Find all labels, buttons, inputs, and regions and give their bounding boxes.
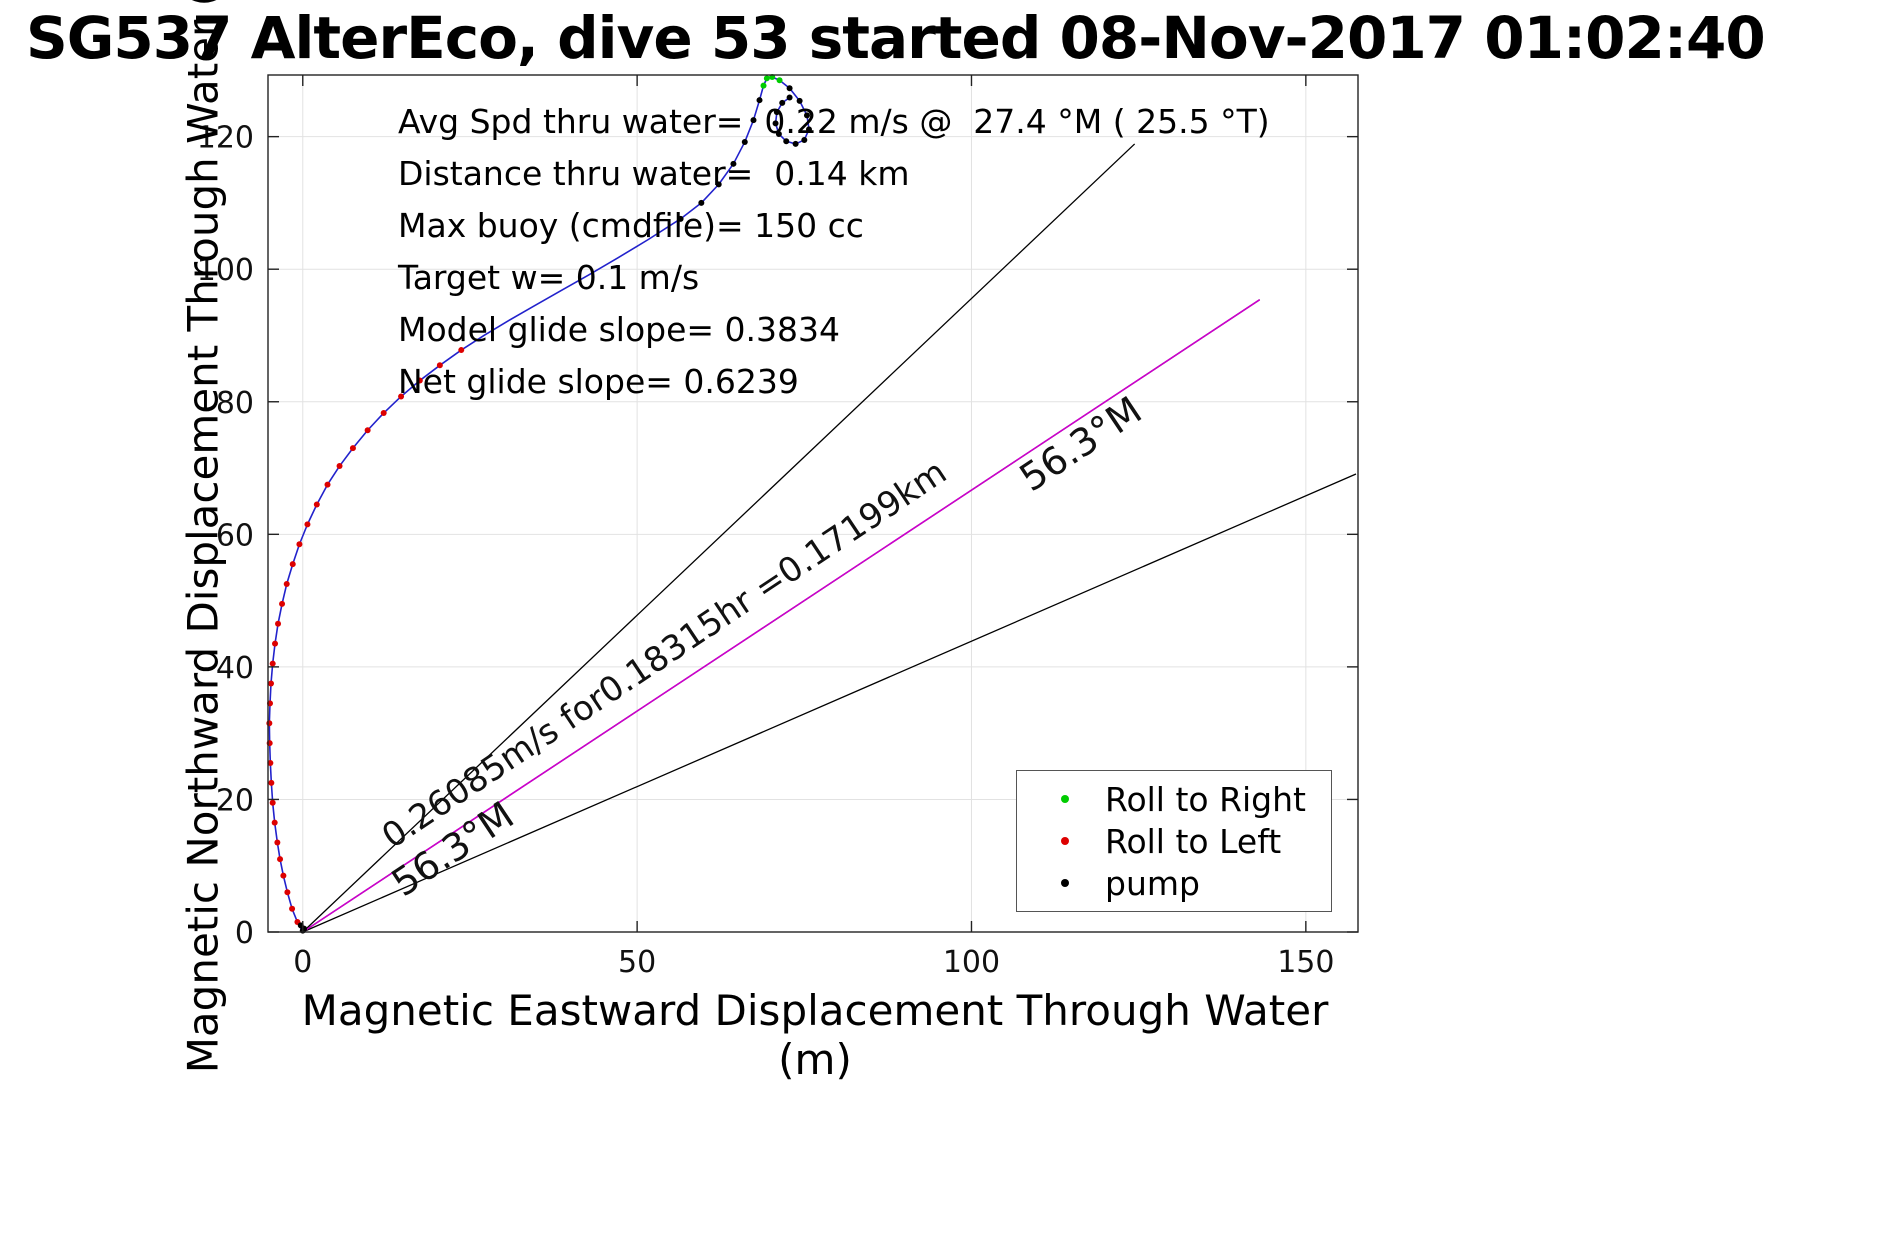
pump-marker	[805, 126, 812, 133]
pump-marker	[801, 136, 808, 143]
roll_right-marker	[763, 75, 770, 82]
legend-label: pump	[1105, 863, 1200, 903]
x-axis-label: Magnetic Eastward Displacement Through W…	[301, 986, 1329, 1084]
roll_left-marker	[267, 759, 274, 766]
pump-marker	[775, 130, 782, 137]
bearing-plus-10-ray	[302, 473, 1357, 933]
roll_left-marker	[274, 839, 281, 846]
roll_left-marker	[313, 501, 320, 508]
pump-marker	[796, 97, 803, 104]
x-tick-label: 150	[1277, 945, 1334, 980]
pump-marker	[773, 109, 780, 116]
roll_left-marker	[272, 640, 279, 647]
pump-marker	[756, 97, 763, 104]
roll_left-marker	[279, 600, 286, 607]
roll_left-marker	[269, 799, 276, 806]
avg-speed-vector	[302, 299, 1261, 933]
roll_left-marker	[364, 427, 371, 434]
annotation-line: Max buoy (cmdfile)= 150 cc	[398, 206, 864, 245]
grid-lines	[268, 75, 1358, 932]
x-tick-label: 100	[943, 945, 1000, 980]
roll_left-marker	[296, 541, 303, 548]
roll_right-marker	[776, 77, 783, 84]
y-tick-label: 40	[216, 651, 254, 686]
y-tick-label: 20	[216, 783, 254, 818]
pump-marker	[772, 120, 779, 127]
x-tick-label: 50	[618, 945, 656, 980]
roll_left-marker	[416, 377, 423, 384]
bearing-minus-10-ray	[302, 143, 1136, 933]
roll_left-marker	[283, 581, 290, 588]
roll_left-markers	[266, 347, 465, 926]
roll_left-marker	[324, 481, 331, 488]
roll_left-marker	[304, 521, 311, 528]
y-tick-label: 0	[235, 916, 254, 951]
roll_left-marker	[380, 410, 387, 417]
bearing-line-label: 0.26085m/s for0.18315hr =0.17199km	[375, 452, 954, 857]
roll_left-marker	[284, 889, 291, 896]
roll_left-marker	[398, 393, 405, 400]
roll_left-marker	[269, 660, 276, 667]
roll_left-marker	[271, 819, 278, 826]
roll_left-marker	[289, 905, 296, 912]
y-axis-label: Magnetic Northward Displacement Through …	[178, 0, 228, 1074]
legend-item: Roll to Right	[1017, 778, 1331, 820]
legend-item: Roll to Left	[1017, 820, 1331, 862]
roll_left-marker	[280, 872, 287, 879]
roll_left-marker	[275, 620, 282, 627]
pump-marker	[677, 215, 684, 222]
annotation-line: Avg Spd thru water= 0.22 m/s @ 27.4 °M (…	[398, 102, 1270, 141]
roll_right-marker	[760, 82, 767, 89]
pump-marker	[786, 94, 793, 101]
legend-marker-dot-icon	[1061, 795, 1069, 803]
legend: Roll to Right Roll to Left pump	[1016, 770, 1332, 912]
annotation-line: Net glide slope= 0.6239	[398, 362, 799, 401]
roll_left-marker	[268, 680, 275, 687]
roll_right-markers	[760, 73, 783, 89]
pump-marker	[786, 85, 793, 92]
tick-labels: 0 50 100 150 0 20 40 60 80 100 120	[197, 121, 1335, 980]
roll_left-marker	[289, 561, 296, 568]
roll_left-marker	[336, 463, 343, 470]
axes-box	[267, 74, 1359, 933]
roll_left-marker	[277, 856, 284, 863]
y-tick-label: 100	[197, 253, 254, 288]
legend-item: pump	[1017, 862, 1331, 904]
annotation-line: Distance thru water= 0.14 km	[398, 154, 910, 193]
pump-marker	[750, 117, 757, 124]
pump-marker	[783, 138, 790, 145]
tick-marks	[268, 75, 1358, 933]
annotation-line: Target w= 0.1 m/s	[398, 258, 700, 297]
pump-marker	[698, 199, 705, 206]
pump-marker	[792, 140, 799, 147]
annotation-line: Model glide slope= 0.3834	[398, 310, 841, 349]
roll_left-marker	[268, 779, 275, 786]
y-tick-label: 120	[197, 121, 254, 156]
roll_left-marker	[436, 362, 443, 369]
pump-marker	[803, 112, 810, 119]
y-tick-label: 80	[216, 386, 254, 421]
roll_left-marker	[349, 445, 356, 452]
bearing-rays	[302, 143, 1357, 933]
figure-title: SG537 AlterEco, dive 53 started 08-Nov-2…	[26, 4, 1766, 72]
x-tick-label: 0	[293, 945, 312, 980]
pump-marker	[779, 99, 786, 106]
legend-label: Roll to Left	[1105, 821, 1282, 861]
legend-label: Roll to Right	[1105, 779, 1306, 819]
legend-marker-dot-icon	[1061, 837, 1069, 845]
roll_left-marker	[458, 347, 465, 354]
y-tick-label: 60	[216, 518, 254, 553]
pump-marker	[730, 160, 737, 167]
stats-annotation: Avg Spd thru water= 0.22 m/s @ 27.4 °M (…	[398, 96, 1270, 408]
legend-marker-dot-icon	[1061, 879, 1069, 887]
pump-marker	[715, 181, 722, 188]
roll_left-marker	[266, 720, 273, 727]
pump-marker	[741, 138, 748, 145]
